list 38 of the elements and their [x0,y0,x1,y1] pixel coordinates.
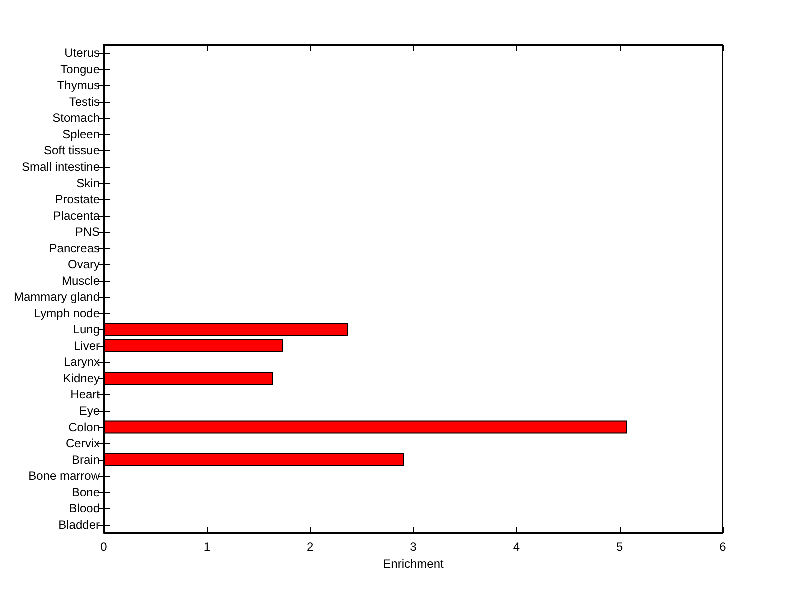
y-tick-label: Skin [76,176,100,190]
y-tick-label: Colon [68,420,100,434]
y-tick-label: Bladder [58,518,100,532]
y-tick-label: Muscle [62,274,100,288]
y-tick-label: Ovary [68,258,100,272]
y-tick-label: Placenta [53,208,100,223]
y-tick-label: Small intestine [22,160,100,174]
y-tick-label: Mammary gland [14,290,100,304]
x-tick-label: 1 [204,540,211,554]
y-tick-label: Blood [69,502,100,516]
x-tick-label: 5 [616,540,624,554]
y-tick-label: Lymph node [34,306,100,320]
y-tick-label: Eye [79,404,100,418]
y-tick-label: Uterus [64,46,100,60]
y-tick-label: Prostate [55,192,100,207]
x-axis-title: Enrichment [383,556,445,571]
y-tick-label: Soft tissue [44,144,100,158]
y-tick-label: Larynx [64,355,100,370]
y-tick-label: Kidney [63,371,100,386]
x-tick-label: 6 [720,540,727,554]
y-tick-label: Thymus [57,78,100,93]
y-tick-label: Bone marrow [28,469,100,484]
y-tick-label: PNS [75,225,100,240]
y-tick-label: Lung [73,322,100,337]
y-tick-label: Heart [70,388,101,402]
y-tick-label: Cervix [66,436,100,451]
y-tick-label: Stomach [52,111,100,126]
x-tick-label: 3 [410,540,418,554]
x-tick-label: 4 [513,540,520,554]
y-tick-label: Brain [72,452,100,467]
y-tick-label: Liver [74,338,100,353]
y-tick-label: Pancreas [49,241,100,256]
x-tick-label: 0 [100,540,108,554]
x-tick-label: 2 [306,540,314,554]
y-tick-label: Testis [69,94,100,109]
y-tick-label: Spleen [62,127,100,142]
y-tick-label: Bone [72,485,100,500]
y-tick-label: Tongue [60,62,100,76]
